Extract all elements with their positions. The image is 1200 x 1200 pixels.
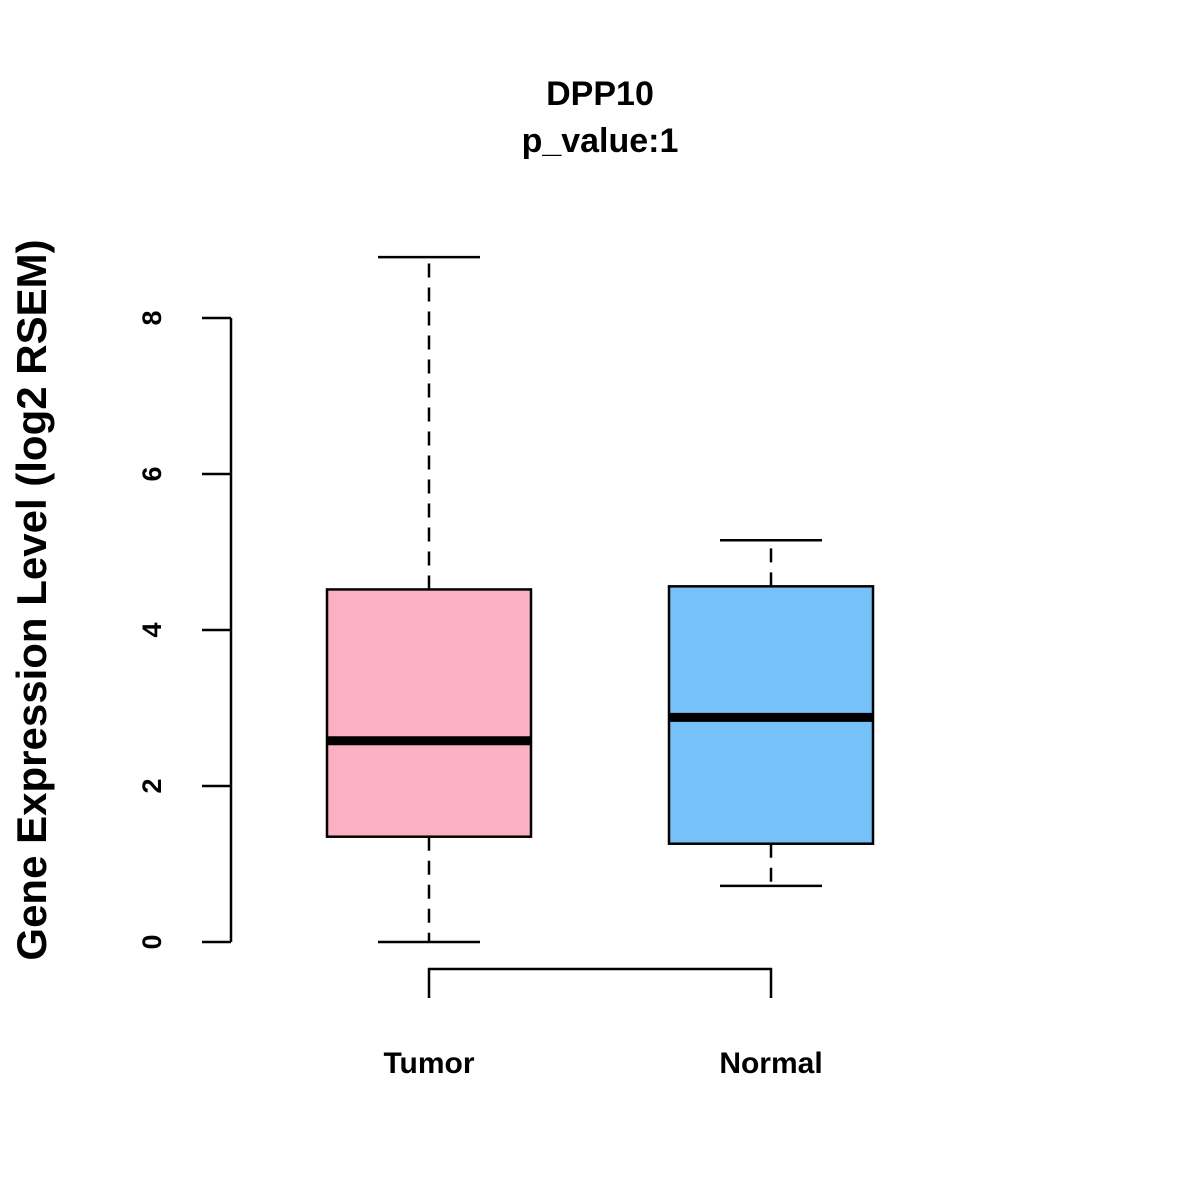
y-tick-label: 4 xyxy=(137,622,167,637)
boxes-layer xyxy=(325,255,875,944)
y-tick-label: 8 xyxy=(137,310,167,325)
bracket-line xyxy=(427,967,773,998)
x-axis-labels: Tumor Normal xyxy=(383,1047,822,1080)
iqr-box xyxy=(325,588,533,838)
chart-subtitle: p_value:1 xyxy=(522,122,679,160)
x-tick-label-tumor: Tumor xyxy=(383,1047,474,1080)
box-normal xyxy=(667,539,875,888)
y-tick-label: 6 xyxy=(137,466,167,481)
comparison-bracket xyxy=(427,967,773,998)
y-axis: 0 2 4 6 8 xyxy=(137,310,233,950)
y-tick-label: 0 xyxy=(137,934,167,949)
x-tick-label-normal: Normal xyxy=(719,1047,822,1080)
y-tick-label: 2 xyxy=(137,778,167,793)
chart-title: DPP10 xyxy=(546,75,654,113)
box-tumor xyxy=(325,255,533,944)
y-axis-label: Gene Expression Level (log2 RSEM) xyxy=(8,239,55,960)
